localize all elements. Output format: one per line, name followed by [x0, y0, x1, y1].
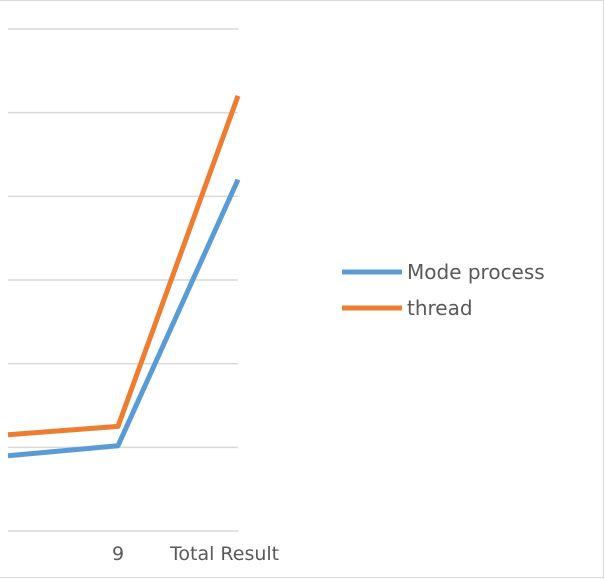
series-lines: [7, 95, 241, 459]
legend-label-mode-process: Mode process: [407, 260, 545, 284]
x-axis-tick-labels: 9 Total Result: [112, 543, 279, 565]
series-line-thread: [7, 95, 241, 438]
x-tick-label: 9: [112, 543, 124, 565]
legend: Mode process thread: [342, 260, 545, 320]
series-line-mode-process: [7, 178, 241, 459]
x-tick-label: Total Result: [169, 543, 279, 565]
gridlines: [8, 28, 238, 532]
legend-label-thread: thread: [407, 296, 473, 320]
